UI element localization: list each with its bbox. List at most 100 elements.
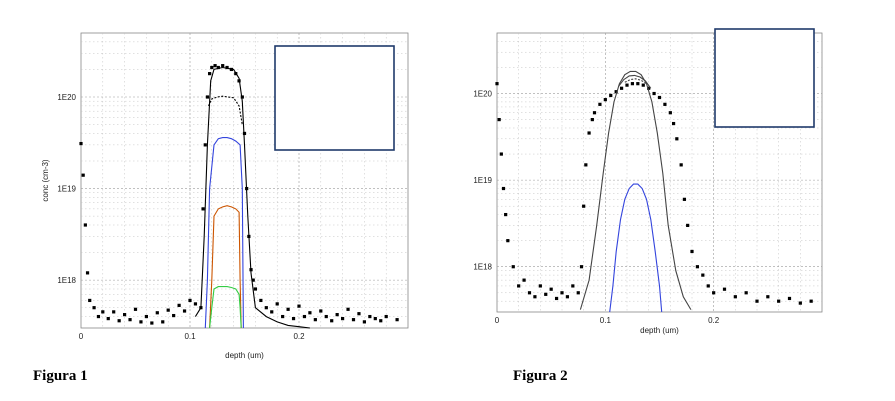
data-point [663,102,667,106]
data-point [614,90,618,94]
series-3 [617,74,652,89]
data-point [172,313,176,318]
y-tick-label: 1E20 [473,90,492,99]
data-point [722,287,727,291]
y-tick-label: 1E19 [473,176,492,185]
data-point [379,319,383,323]
data-point [81,173,85,177]
data-point [798,301,802,305]
y-tick-label: 1E19 [57,185,76,194]
data-point [395,318,399,322]
data-point [682,197,687,201]
data-point [83,223,87,227]
series-line [209,205,242,329]
series-4 [204,137,244,329]
data-point [275,302,279,306]
x-tick-label: 0 [79,332,84,341]
series-line [624,78,647,85]
data-point [253,287,257,291]
data-point [544,292,548,296]
data-point [210,65,214,70]
data-point [123,313,127,317]
x-tick-label: 0.2 [708,316,720,325]
y-tick-label: 1E18 [57,276,76,285]
data-point [690,249,694,254]
data-point [706,284,710,288]
data-point [533,295,537,299]
data-point [787,296,792,301]
figure-caption: Figura 2 [513,368,568,384]
series-5 [609,183,663,313]
data-point [590,117,594,122]
data-point [101,310,105,314]
data-point [582,204,586,208]
data-point [291,317,296,321]
data-point [384,314,388,319]
data-point [501,186,506,191]
data-point [221,64,225,68]
legend-box [714,28,815,128]
data-point [504,212,508,217]
data-point [373,317,377,321]
data-point [92,306,96,310]
data-point [182,309,187,313]
data-point [106,317,110,321]
data-point [201,207,205,211]
data-point [205,95,210,99]
data-point [213,64,217,68]
data-point [166,308,170,312]
data-point [330,319,334,323]
data-point [193,302,198,306]
x-axis-label: depth (um) [640,326,679,335]
data-point [755,299,759,303]
x-tick-label: 0.2 [293,332,305,341]
data-point [242,131,247,136]
data-point [351,318,356,322]
data-point [522,278,526,282]
data-point [671,121,676,126]
data-point [647,86,651,90]
data-point [216,65,220,70]
series-3 [208,95,243,125]
data-point [313,318,317,322]
series-line [208,95,243,125]
data-point [733,295,737,299]
data-point [308,311,312,315]
data-point [203,143,207,147]
data-point [766,295,770,299]
data-point [150,321,154,325]
series-4 [624,78,647,85]
series-2 [579,70,692,310]
data-point [560,291,564,295]
data-point [712,291,716,295]
data-point [630,82,635,86]
series-6 [209,286,242,329]
series-5 [209,205,242,329]
data-point [609,93,613,98]
data-point [619,86,624,90]
data-point [335,313,339,317]
data-point [286,307,290,311]
data-point [96,314,101,319]
y-tick-label: 1E20 [57,93,76,102]
data-point [324,314,328,319]
data-point [549,287,553,291]
data-point [85,271,90,275]
data-point [517,284,521,288]
series-line [617,74,652,89]
data-point [641,83,645,87]
data-point [565,295,570,299]
series-line [209,286,242,329]
data-point [809,299,813,303]
data-point [139,320,143,324]
data-point [579,265,584,269]
data-point [625,83,629,87]
data-point [584,163,588,167]
data-point [695,265,700,269]
data-point [495,82,499,86]
data-point [571,284,575,288]
data-point [281,314,285,319]
data-point [701,273,705,277]
data-point [652,91,656,96]
